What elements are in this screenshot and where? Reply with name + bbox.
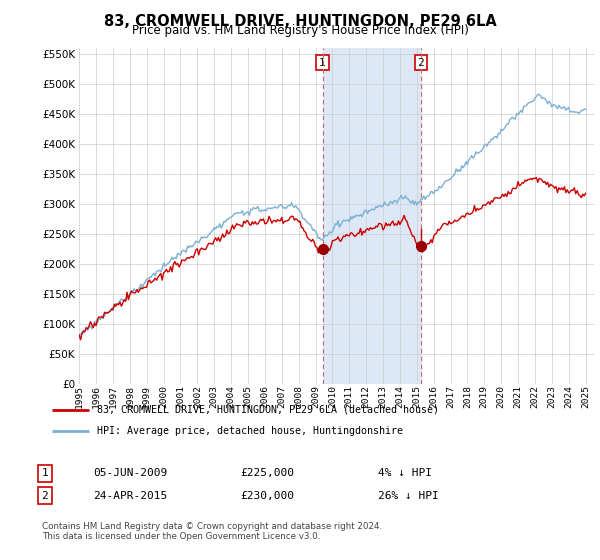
Text: 1: 1 bbox=[41, 468, 49, 478]
Text: £230,000: £230,000 bbox=[240, 491, 294, 501]
Text: 26% ↓ HPI: 26% ↓ HPI bbox=[378, 491, 439, 501]
Text: 4% ↓ HPI: 4% ↓ HPI bbox=[378, 468, 432, 478]
Text: 2: 2 bbox=[418, 58, 424, 68]
Text: 24-APR-2015: 24-APR-2015 bbox=[93, 491, 167, 501]
Text: 83, CROMWELL DRIVE, HUNTINGDON, PE29 6LA: 83, CROMWELL DRIVE, HUNTINGDON, PE29 6LA bbox=[104, 14, 496, 29]
Bar bbox=[323, 48, 421, 384]
Text: 05-JUN-2009: 05-JUN-2009 bbox=[93, 468, 167, 478]
Text: 2: 2 bbox=[41, 491, 49, 501]
Text: 83, CROMWELL DRIVE, HUNTINGDON, PE29 6LA (detached house): 83, CROMWELL DRIVE, HUNTINGDON, PE29 6LA… bbox=[97, 405, 439, 415]
Text: 1: 1 bbox=[319, 58, 326, 68]
Text: Contains HM Land Registry data © Crown copyright and database right 2024.
This d: Contains HM Land Registry data © Crown c… bbox=[42, 522, 382, 542]
Text: £225,000: £225,000 bbox=[240, 468, 294, 478]
Text: Price paid vs. HM Land Registry's House Price Index (HPI): Price paid vs. HM Land Registry's House … bbox=[131, 24, 469, 37]
Text: HPI: Average price, detached house, Huntingdonshire: HPI: Average price, detached house, Hunt… bbox=[97, 426, 403, 436]
